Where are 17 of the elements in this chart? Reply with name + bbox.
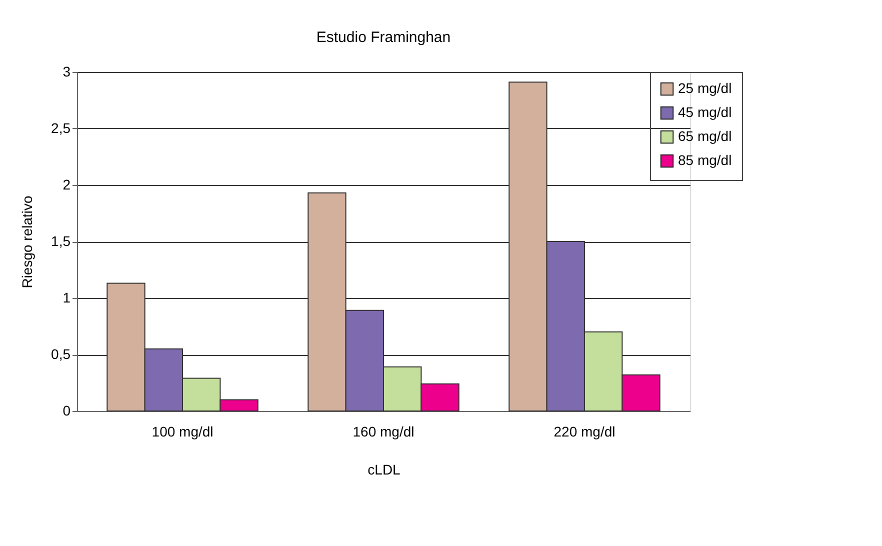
y-tick-label: 2,5 [51, 120, 71, 136]
y-tick-label: 0 [62, 402, 71, 418]
legend-label: 45 mg/dl [678, 104, 732, 120]
chart-title: Estudio Framinghan [316, 29, 451, 46]
legend-label: 25 mg/dl [678, 80, 732, 96]
y-tick-label: 0,5 [51, 346, 71, 362]
x-tick-label: 220 mg/dl [554, 424, 616, 440]
y-tick-label: 2 [62, 176, 71, 192]
y-tick-label: 1,5 [51, 233, 71, 249]
y-tick-label: 1 [62, 290, 71, 306]
x-tick-label: 160 mg/dl [352, 424, 414, 440]
y-axis-title: Riesgo relativo [19, 195, 36, 288]
x-axis-title: cLDL [368, 462, 401, 478]
legend-label: 65 mg/dl [678, 128, 732, 144]
x-tick-label: 100 mg/dl [152, 424, 214, 440]
legend-label: 85 mg/dl [678, 152, 732, 168]
y-tick-label: 3 [62, 64, 71, 80]
